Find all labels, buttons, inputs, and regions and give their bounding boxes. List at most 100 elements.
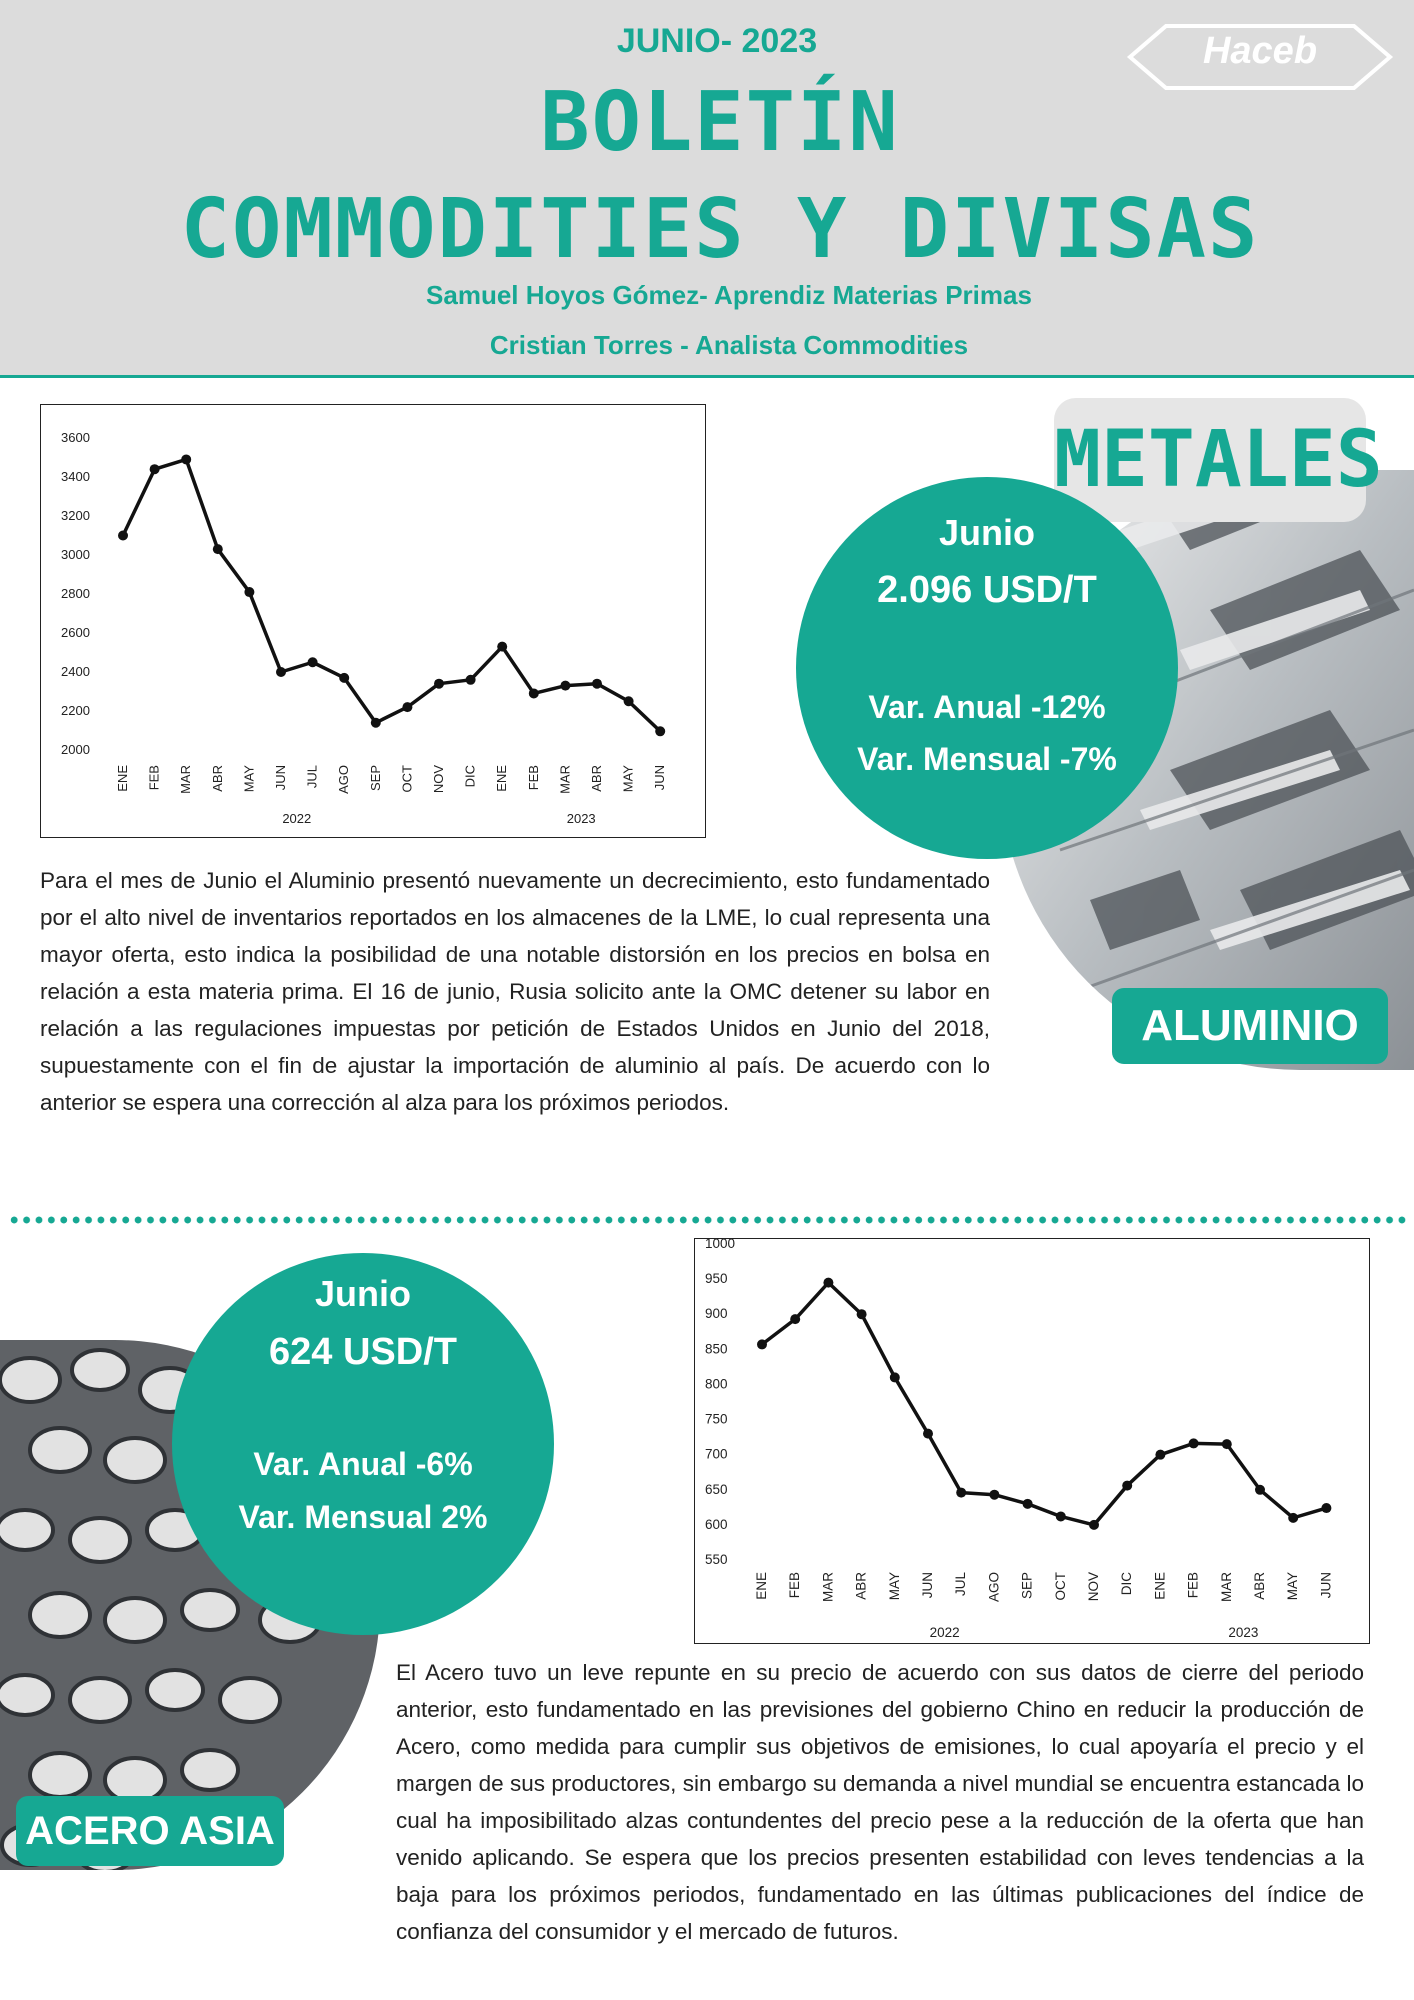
year-group-label: 2023 bbox=[567, 811, 596, 826]
data-point bbox=[276, 667, 286, 677]
x-tick-label: MAY bbox=[887, 1572, 902, 1600]
data-point bbox=[339, 672, 350, 683]
series-line bbox=[760, 1280, 1327, 1527]
data-point bbox=[244, 587, 255, 598]
y-tick-label: 700 bbox=[705, 1447, 728, 1462]
x-tick-label: MAY bbox=[621, 765, 636, 793]
x-tick-label: DIC bbox=[1119, 1572, 1134, 1596]
aluminio-var-anual: Var. Anual -12% bbox=[868, 689, 1106, 725]
aluminio-paragraph: Para el mes de Junio el Aluminio present… bbox=[40, 868, 990, 1115]
haceb-logo-shape bbox=[1126, 24, 1394, 90]
data-point bbox=[989, 1489, 1000, 1500]
x-tick-label: JUN bbox=[920, 1572, 935, 1598]
year-group-label: 2022 bbox=[930, 1625, 960, 1640]
x-tick-label: FEB bbox=[147, 765, 162, 790]
series-line bbox=[121, 457, 662, 733]
x-tick-label: NOV bbox=[431, 765, 446, 794]
data-point bbox=[823, 1277, 834, 1288]
y-tick-label: 2400 bbox=[61, 664, 90, 679]
y-tick-label: 550 bbox=[705, 1552, 728, 1567]
x-tick-label: SEP bbox=[368, 765, 383, 791]
data-point bbox=[592, 678, 602, 689]
y-tick-label: 800 bbox=[705, 1376, 728, 1391]
y-tick-label: 850 bbox=[705, 1341, 728, 1356]
section-divider bbox=[8, 1216, 1408, 1224]
x-tick-label: FEB bbox=[526, 765, 541, 790]
y-tick-label: 3400 bbox=[61, 469, 90, 484]
bulletin-title-line1: BOLETÍN bbox=[540, 75, 900, 170]
x-tick-label: OCT bbox=[399, 765, 414, 793]
author-1: Samuel Hoyos Gómez- Aprendiz Materias Pr… bbox=[426, 280, 1032, 310]
year-group-label: 2022 bbox=[282, 811, 311, 826]
data-point bbox=[1288, 1512, 1299, 1523]
aluminio-price-circle: Junio 2.096 USD/T Var. Anual -12% Var. M… bbox=[796, 477, 1178, 859]
y-tick-label: 900 bbox=[705, 1306, 728, 1321]
aluminio-price: 2.096 USD/T bbox=[877, 569, 1097, 611]
x-tick-label: ENE bbox=[115, 765, 130, 792]
data-point bbox=[370, 717, 381, 728]
aluminio-label-badge: ALUMINIO bbox=[1112, 988, 1388, 1064]
acero-price-chart: 550 600 650 700 750 800 850 900 950 1000 ENE FEB MAR… bbox=[694, 1238, 1370, 1644]
y-tick-label: 2600 bbox=[61, 625, 90, 640]
x-tick-label: SEP bbox=[1020, 1572, 1035, 1599]
y-tick-label: 3200 bbox=[61, 508, 90, 523]
data-point bbox=[1089, 1519, 1099, 1530]
x-tick-label: ENE bbox=[494, 765, 509, 792]
bulletin-title-line2: COMMODITIES Y DIVISAS bbox=[180, 182, 1260, 277]
data-point bbox=[181, 454, 192, 465]
x-tick-label: FEB bbox=[1186, 1572, 1201, 1598]
aluminio-price-chart: 2000 2200 2400 2600 2800 3000 3200 3400 3600 ENE F… bbox=[40, 404, 706, 838]
data-point bbox=[1155, 1449, 1166, 1460]
x-tick-label: NOV bbox=[1086, 1572, 1101, 1601]
acero-var-anual: Var. Anual -6% bbox=[253, 1446, 473, 1482]
data-point bbox=[1055, 1511, 1066, 1522]
data-point bbox=[655, 726, 666, 737]
x-tick-label: FEB bbox=[787, 1572, 802, 1598]
data-point bbox=[923, 1428, 933, 1439]
x-tick-label: ENE bbox=[754, 1572, 769, 1600]
data-point bbox=[497, 641, 508, 652]
x-tick-label: JUN bbox=[1318, 1572, 1333, 1598]
acero-price-circle: Junio 624 USD/T Var. Anual -6% Var. Mens… bbox=[172, 1253, 554, 1635]
x-tick-label: ABR bbox=[210, 765, 225, 792]
x-tick-label: JUL bbox=[953, 1572, 968, 1596]
x-tick-label: JUN bbox=[652, 765, 667, 790]
y-tick-label: 750 bbox=[705, 1412, 728, 1427]
data-point bbox=[1221, 1439, 1232, 1450]
x-tick-label: OCT bbox=[1053, 1572, 1068, 1601]
y-tick-label: 600 bbox=[705, 1517, 728, 1532]
x-tick-label: JUL bbox=[305, 765, 320, 788]
section-title-metales: METALES bbox=[1054, 398, 1383, 522]
x-tick-label: AGO bbox=[986, 1572, 1001, 1602]
y-tick-label: 650 bbox=[705, 1482, 728, 1497]
x-tick-label: MAY bbox=[1285, 1572, 1300, 1600]
aluminio-month: Junio bbox=[939, 512, 1035, 553]
data-point bbox=[434, 678, 444, 689]
data-point bbox=[889, 1372, 900, 1383]
data-point bbox=[149, 464, 160, 475]
header-banner: JUNIO- 2023 BOLETÍN COMMODITIES Y DIVISA… bbox=[0, 0, 1414, 378]
data-point bbox=[560, 680, 571, 691]
data-point bbox=[956, 1487, 967, 1498]
year-group-label: 2023 bbox=[1228, 1625, 1258, 1640]
acero-month: Junio bbox=[315, 1273, 411, 1314]
data-point bbox=[402, 702, 413, 713]
x-tick-label: ABR bbox=[854, 1572, 869, 1600]
acero-label-badge: ACERO ASIA bbox=[16, 1796, 284, 1866]
data-point bbox=[1255, 1484, 1265, 1495]
y-tick-label: 1000 bbox=[705, 1239, 735, 1251]
acero-var-mensual: Var. Mensual 2% bbox=[238, 1499, 488, 1535]
y-tick-label: 3000 bbox=[61, 547, 90, 562]
x-tick-label: ABR bbox=[589, 765, 604, 792]
data-point bbox=[307, 657, 318, 668]
y-tick-label: 2200 bbox=[61, 703, 90, 718]
x-tick-label: MAR bbox=[820, 1572, 835, 1602]
acero-price: 624 USD/T bbox=[269, 1331, 457, 1373]
y-tick-label: 2800 bbox=[61, 586, 90, 601]
x-tick-label: AGO bbox=[336, 765, 351, 794]
data-point bbox=[212, 544, 223, 555]
haceb-logo-text: Haceb bbox=[1202, 30, 1318, 72]
data-point bbox=[118, 530, 128, 541]
data-point bbox=[790, 1314, 801, 1325]
data-point bbox=[1022, 1498, 1033, 1509]
